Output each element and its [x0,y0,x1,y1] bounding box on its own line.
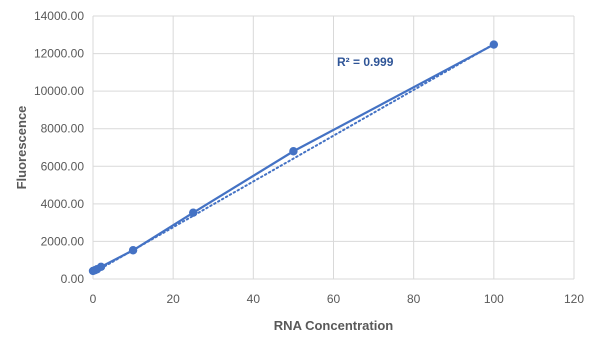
data-point [289,147,298,156]
data-point [128,246,138,255]
y-axis-tick-labels: 0.00 2000.00 4000.00 6000.00 8000.00 10000.00… [34,9,84,286]
x-tick-label: 0 [90,292,97,306]
x-tick-label: 100 [484,292,504,306]
y-tick-label: 6000.00 [41,159,85,173]
data-point [96,262,106,271]
y-tick-label: 0.00 [61,272,85,286]
trendline-label: R² = 0.999 [337,55,394,69]
y-tick-label: 12000.00 [34,47,84,61]
x-tick-label: 80 [407,292,421,306]
y-tick-label: 2000.00 [41,234,85,248]
y-axis-title: Fluorescence [14,106,29,190]
x-axis-title: RNA Concentration [274,318,393,333]
x-tick-label: 60 [327,292,341,306]
grid-lines [92,15,575,280]
x-tick-label: 40 [247,292,261,306]
series-group [88,40,499,276]
data-point [489,40,499,49]
y-tick-label: 4000.00 [41,197,85,211]
data-point [189,208,198,217]
y-tick-label: 14000.00 [34,9,84,23]
x-tick-label: 120 [564,292,584,306]
y-tick-label: 10000.00 [34,84,84,98]
y-tick-label: 8000.00 [41,122,85,136]
x-axis-tick-labels: 0 20 40 60 80 100 120 [90,292,585,306]
x-tick-label: 20 [166,292,180,306]
